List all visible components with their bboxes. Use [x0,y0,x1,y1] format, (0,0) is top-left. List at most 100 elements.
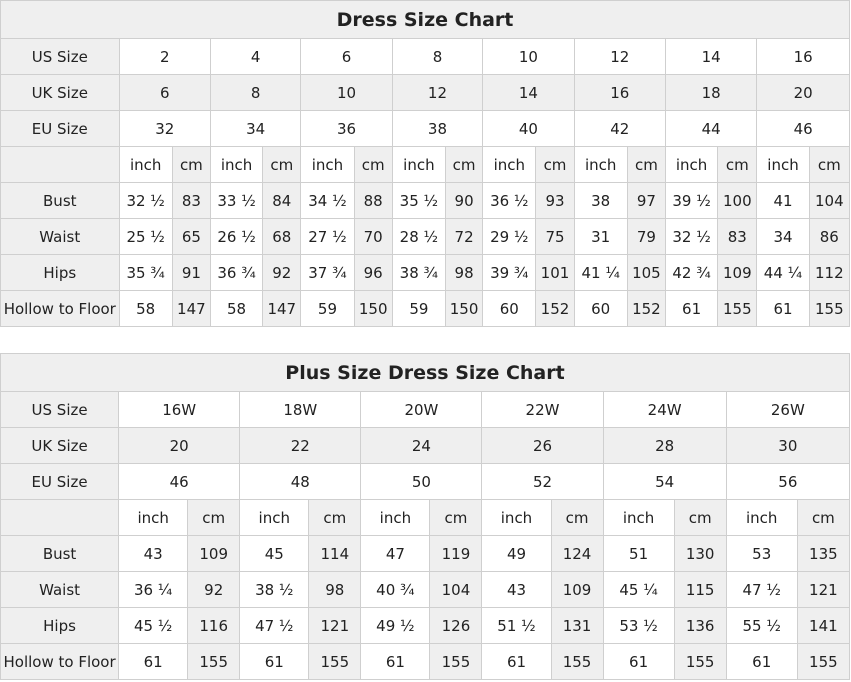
hollow-to-floor-cm-value: 147 [262,290,302,327]
unit-inch: inch [300,146,355,183]
unit-cm: cm [171,146,211,183]
bust-row: Bust 43 109 45 114 47 119 49 124 51 130 53 135 [0,535,851,572]
us-size-cell: 24W [602,391,727,428]
hollow-to-floor-row: Hollow to Floor 58 147 58 147 59 150 59 150 60 152… [0,290,851,327]
eu-size-cell: 50 [360,463,483,500]
hips-inch-value: 41 ¼ [573,254,628,291]
hips-label: Hips [0,254,120,291]
bust-inch-value: 45 [239,535,310,572]
waist-inch-value: 32 ½ [664,218,719,255]
hips-inch-value: 39 ¾ [482,254,537,291]
uk-size-cell: 30 [725,427,851,464]
unit-inch: inch [664,146,719,183]
uk-size-cell: 12 [391,74,484,111]
hips-cm-value: 98 [444,254,484,291]
unit-row-corner [0,146,120,183]
hips-inch-value: 51 ½ [481,607,552,644]
unit-cm: cm [429,499,483,536]
hips-cm-value: 136 [673,607,727,644]
unit-inch: inch [482,146,537,183]
unit-row: inch cm inch cm inch cm inch cm inch cm inch cm [0,499,851,536]
eu-size-cell: 44 [664,110,758,147]
bust-inch-value: 53 [725,535,798,572]
hips-row: Hips 45 ½ 116 47 ½ 121 49 ½ 126 51 ½ 131 53 ½ 136 5… [0,607,851,644]
waist-cm-value: 121 [796,571,851,608]
unit-row-corner [0,499,120,536]
hips-cm-value: 96 [353,254,393,291]
waist-row: Waist 36 ¼ 92 38 ½ 98 40 ¾ 104 43 109 45 ¼ 115 47 ½… [0,571,851,608]
uk-size-cell: 6 [118,74,211,111]
waist-label: Waist [0,571,120,608]
hips-inch-value: 45 ½ [118,607,189,644]
bust-cm-value: 114 [308,535,362,572]
hollow-to-floor-cm-value: 155 [717,290,758,327]
waist-row: Waist 25 ½ 65 26 ½ 68 27 ½ 70 28 ½ 72 29 ½ 75 31 79 3… [0,218,851,255]
unit-inch: inch [239,499,310,536]
uk-size-cell: 20 [756,74,850,111]
hollow-to-floor-label: Hollow to Floor [0,290,120,327]
bust-inch-value: 49 [481,535,552,572]
hollow-to-floor-label: Hollow to Floor [0,643,120,680]
hollow-to-floor-inch-value: 60 [573,290,628,327]
waist-inch-value: 43 [481,571,552,608]
waist-cm-value: 83 [717,218,758,255]
hips-cm-value: 91 [171,254,211,291]
hollow-to-floor-inch-value: 59 [300,290,355,327]
us-size-label: US Size [0,391,120,428]
unit-inch: inch [725,499,798,536]
uk-size-cell: 22 [239,427,362,464]
waist-inch-value: 26 ½ [209,218,264,255]
bust-inch-value: 34 ½ [300,182,355,219]
hollow-to-floor-inch-value: 61 [239,643,310,680]
eu-size-cell: 46 [118,463,241,500]
unit-cm: cm [262,146,302,183]
us-size-cell: 18W [239,391,362,428]
hips-cm-value: 141 [796,607,851,644]
unit-cm: cm [796,499,851,536]
bust-cm-value: 83 [171,182,211,219]
hollow-to-floor-cm-value: 150 [444,290,484,327]
hollow-to-floor-inch-value: 61 [481,643,552,680]
eu-size-cell: 54 [602,463,727,500]
bust-cm-value: 100 [717,182,758,219]
hollow-to-floor-cm-value: 155 [550,643,604,680]
hollow-to-floor-row: Hollow to Floor 61 155 61 155 61 155 61 155 61 155… [0,643,851,680]
waist-cm-value: 68 [262,218,302,255]
waist-cm-value: 92 [187,571,241,608]
us-size-cell: 8 [391,38,484,75]
waist-inch-value: 29 ½ [482,218,537,255]
unit-cm: cm [550,499,604,536]
unit-inch: inch [209,146,264,183]
hips-cm-value: 121 [308,607,362,644]
unit-cm: cm [808,146,851,183]
eu-size-cell: 52 [481,463,604,500]
bust-cm-value: 119 [429,535,483,572]
hollow-to-floor-inch-value: 58 [209,290,264,327]
hollow-to-floor-inch-value: 60 [482,290,537,327]
bust-cm-value: 93 [535,182,575,219]
us-size-cell: 12 [573,38,666,75]
waist-inch-value: 45 ¼ [602,571,675,608]
bust-cm-value: 97 [626,182,666,219]
uk-size-cell: 18 [664,74,758,111]
us-size-cell: 10 [482,38,575,75]
hips-inch-value: 49 ½ [360,607,431,644]
chart-title: Dress Size Chart [0,0,850,39]
eu-size-row: EU Size 46 48 50 52 54 56 [0,463,851,500]
bust-cm-value: 90 [444,182,484,219]
us-size-cell: 22W [481,391,604,428]
uk-size-cell: 24 [360,427,483,464]
waist-cm-value: 98 [308,571,362,608]
hollow-to-floor-inch-value: 61 [118,643,189,680]
bust-cm-value: 109 [187,535,241,572]
bust-inch-value: 33 ½ [209,182,264,219]
uk-size-label: UK Size [0,74,120,111]
bust-cm-value: 88 [353,182,393,219]
waist-inch-value: 31 [573,218,628,255]
hollow-to-floor-cm-value: 155 [187,643,241,680]
unit-cm: cm [444,146,484,183]
hips-label: Hips [0,607,120,644]
bust-inch-value: 47 [360,535,431,572]
unit-inch: inch [118,146,173,183]
unit-inch: inch [756,146,810,183]
